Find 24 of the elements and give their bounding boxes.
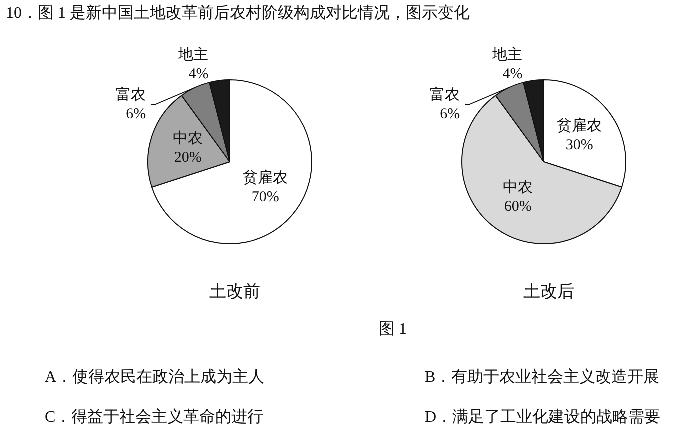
slice-label: 贫雇农 bbox=[243, 169, 288, 186]
text: 土改后 bbox=[524, 282, 574, 301]
data-label: 60% bbox=[504, 199, 532, 216]
text: 10．图 1 是新中国土地改革前后农村阶级构成对比情况，图示变化 bbox=[6, 4, 470, 24]
slice-label: 富农 bbox=[430, 86, 460, 104]
data-label: 6% bbox=[440, 106, 460, 122]
data-label: 4% bbox=[502, 66, 523, 82]
slice-label: 地主 bbox=[178, 46, 209, 64]
slice-label: 中农 bbox=[503, 179, 534, 196]
data-label: 30% bbox=[566, 138, 594, 154]
text: B．有助于农业社会主义改造开展 bbox=[425, 368, 660, 388]
text: D．满足了工业化建设的战略需要 bbox=[425, 408, 661, 428]
text: 土改前 bbox=[210, 282, 260, 301]
slice-label: 中农 bbox=[173, 130, 204, 147]
data-label: 6% bbox=[126, 106, 146, 122]
data-label: 70% bbox=[252, 189, 280, 206]
data-label: 4% bbox=[188, 66, 209, 82]
slice-label: 地主 bbox=[492, 46, 523, 64]
caption: 图 1 bbox=[379, 320, 407, 340]
text: A．使得农民在政治上成为主人 bbox=[45, 368, 265, 388]
slice-label: 富农 bbox=[116, 86, 146, 104]
slice-label: 贫雇农 bbox=[557, 118, 602, 135]
data-label: 20% bbox=[174, 150, 202, 166]
text: C．得益于社会主义革命的进行 bbox=[45, 408, 264, 428]
